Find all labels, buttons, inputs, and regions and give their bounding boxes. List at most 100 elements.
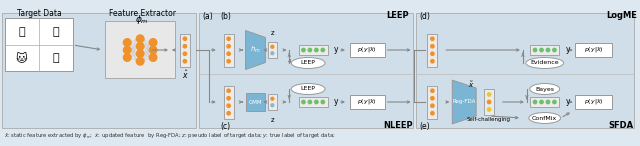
Circle shape <box>271 45 274 48</box>
Circle shape <box>271 97 274 100</box>
Text: Evidence: Evidence <box>531 60 559 66</box>
FancyBboxPatch shape <box>484 89 494 115</box>
Circle shape <box>149 46 157 54</box>
Circle shape <box>227 104 230 107</box>
Circle shape <box>227 45 230 48</box>
Text: $\hat{x}$: static feature extracted by $\phi_m$;  $\tilde{x}$: updated feature  : $\hat{x}$: static feature extracted by $… <box>4 131 335 141</box>
Text: GMM: GMM <box>249 100 262 105</box>
Circle shape <box>553 48 556 52</box>
Circle shape <box>227 97 230 100</box>
FancyBboxPatch shape <box>223 86 234 119</box>
FancyBboxPatch shape <box>299 97 328 107</box>
Text: 🐇: 🐇 <box>52 27 59 37</box>
FancyBboxPatch shape <box>531 45 559 55</box>
FancyBboxPatch shape <box>246 93 266 111</box>
FancyBboxPatch shape <box>180 33 190 66</box>
FancyBboxPatch shape <box>575 43 612 57</box>
Text: Feature Extractor: Feature Extractor <box>109 8 175 18</box>
FancyBboxPatch shape <box>350 43 385 57</box>
Circle shape <box>271 104 274 107</box>
Circle shape <box>302 48 305 52</box>
FancyBboxPatch shape <box>106 21 175 78</box>
Text: y: y <box>334 46 339 54</box>
FancyBboxPatch shape <box>415 13 634 128</box>
Circle shape <box>302 100 305 104</box>
Text: z: z <box>271 30 274 36</box>
Circle shape <box>227 37 230 40</box>
Text: 🐿: 🐿 <box>19 27 25 37</box>
Text: y: y <box>566 98 570 106</box>
Text: Reg-FDA: Reg-FDA <box>452 100 476 105</box>
Text: 🐀: 🐀 <box>52 53 59 63</box>
FancyBboxPatch shape <box>428 33 437 66</box>
Text: Bayes: Bayes <box>535 86 554 92</box>
Text: $p(y|\hat{x})$: $p(y|\hat{x})$ <box>584 45 604 55</box>
FancyBboxPatch shape <box>199 13 413 128</box>
Polygon shape <box>452 80 476 124</box>
Text: (e): (e) <box>419 121 430 131</box>
Circle shape <box>136 57 144 65</box>
Text: y: y <box>334 98 339 106</box>
Text: NLEEP: NLEEP <box>383 121 412 131</box>
Circle shape <box>431 97 434 100</box>
Text: $p(y|\hat{x})$: $p(y|\hat{x})$ <box>357 97 377 107</box>
Circle shape <box>321 100 324 104</box>
Circle shape <box>547 48 550 52</box>
Text: $h_m$: $h_m$ <box>250 45 261 55</box>
FancyBboxPatch shape <box>2 13 196 128</box>
Text: y: y <box>566 46 570 54</box>
Circle shape <box>547 100 550 104</box>
Circle shape <box>315 48 318 52</box>
Circle shape <box>124 39 131 46</box>
Ellipse shape <box>291 58 325 68</box>
Text: LEEP: LEEP <box>301 60 316 66</box>
Circle shape <box>136 35 144 42</box>
Circle shape <box>136 50 144 58</box>
Text: Target Data: Target Data <box>17 8 62 18</box>
FancyBboxPatch shape <box>299 45 328 55</box>
Circle shape <box>431 37 434 40</box>
Circle shape <box>431 60 434 63</box>
Circle shape <box>431 52 434 55</box>
Circle shape <box>533 48 537 52</box>
Circle shape <box>183 45 187 48</box>
FancyBboxPatch shape <box>5 18 72 71</box>
Text: SFDA: SFDA <box>609 121 634 131</box>
Ellipse shape <box>529 113 561 124</box>
Circle shape <box>183 52 187 55</box>
Text: (d): (d) <box>419 12 430 20</box>
FancyBboxPatch shape <box>268 94 277 110</box>
Ellipse shape <box>530 84 559 94</box>
Circle shape <box>183 37 187 40</box>
Circle shape <box>540 48 543 52</box>
Circle shape <box>315 100 318 104</box>
Circle shape <box>321 48 324 52</box>
Text: LEEP: LEEP <box>387 12 409 20</box>
Circle shape <box>431 45 434 48</box>
Circle shape <box>308 48 312 52</box>
Ellipse shape <box>526 58 564 68</box>
Circle shape <box>488 108 491 111</box>
FancyBboxPatch shape <box>223 33 234 66</box>
FancyBboxPatch shape <box>575 95 612 109</box>
FancyBboxPatch shape <box>428 86 437 119</box>
Circle shape <box>431 104 434 107</box>
Circle shape <box>136 42 144 50</box>
Circle shape <box>431 89 434 92</box>
Text: $p(y|\hat{x})$: $p(y|\hat{x})$ <box>357 45 377 55</box>
Ellipse shape <box>291 84 325 94</box>
Text: $\hat{x}$: $\hat{x}$ <box>182 69 188 81</box>
Circle shape <box>149 39 157 46</box>
Circle shape <box>540 100 543 104</box>
Circle shape <box>227 52 230 55</box>
Text: LEEP: LEEP <box>301 86 316 92</box>
FancyBboxPatch shape <box>268 42 277 58</box>
Circle shape <box>124 46 131 54</box>
Circle shape <box>227 89 230 92</box>
Polygon shape <box>246 31 266 69</box>
Circle shape <box>271 52 274 55</box>
Text: Self-challenging: Self-challenging <box>467 118 511 122</box>
Circle shape <box>308 100 312 104</box>
Text: LogME: LogME <box>606 12 637 20</box>
Circle shape <box>227 60 230 63</box>
